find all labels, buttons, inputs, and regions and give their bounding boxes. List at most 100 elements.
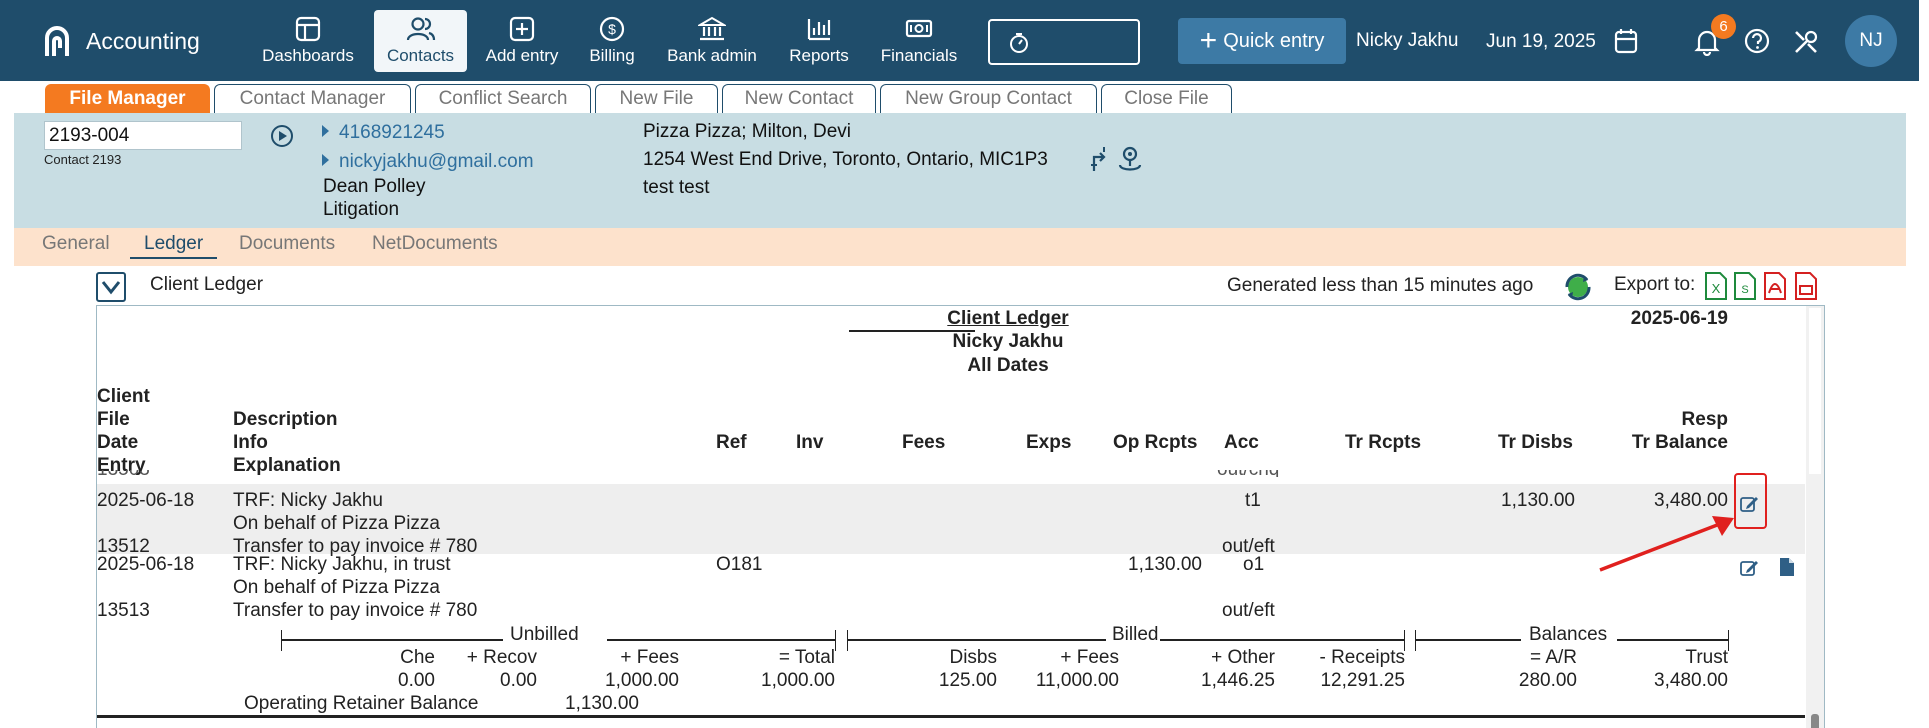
report-bottom-rule bbox=[97, 715, 1805, 718]
window-edge bbox=[1919, 0, 1929, 81]
phone-link[interactable]: 4168921245 bbox=[322, 122, 445, 144]
nav-label: Dashboards bbox=[262, 46, 354, 65]
col-fees: Fees bbox=[902, 432, 946, 453]
chevron-down-icon bbox=[101, 281, 121, 295]
col-inv: Inv bbox=[796, 432, 824, 453]
collapse-button[interactable] bbox=[96, 272, 126, 302]
tab-new-contact[interactable]: New Contact bbox=[722, 84, 876, 113]
edit-icon[interactable] bbox=[1739, 558, 1759, 578]
app-title: Accounting bbox=[86, 27, 200, 54]
tab-contact-manager[interactable]: Contact Manager bbox=[214, 84, 411, 113]
subtab-general[interactable]: General bbox=[42, 233, 110, 254]
col-description: Description bbox=[233, 409, 338, 430]
nav-financials[interactable]: Financials bbox=[876, 10, 962, 72]
nav-bank-admin[interactable]: Bank admin bbox=[664, 10, 760, 72]
email-link[interactable]: nickyjakhu@gmail.com bbox=[322, 151, 534, 173]
scrollbar-thumb[interactable] bbox=[1811, 714, 1819, 728]
timer-box[interactable] bbox=[988, 19, 1140, 65]
nav-contacts[interactable]: Contacts bbox=[374, 10, 467, 72]
row-acc: o1 bbox=[1243, 554, 1265, 575]
refresh-icon[interactable] bbox=[1562, 271, 1594, 303]
billed-bracket-left bbox=[847, 630, 848, 651]
row-description: TRF: Nicky Jakhu bbox=[233, 490, 383, 511]
col-file: File bbox=[97, 409, 130, 430]
nav-billing[interactable]: $ Billing bbox=[584, 10, 640, 72]
financials-icon bbox=[905, 19, 933, 38]
report-range: All Dates bbox=[967, 355, 1049, 376]
help-icon[interactable] bbox=[1744, 28, 1770, 54]
play-icon[interactable] bbox=[270, 124, 294, 148]
nav-reports[interactable]: Reports bbox=[784, 10, 854, 72]
pdf-detail-export-icon[interactable] bbox=[1794, 271, 1818, 301]
unbilled-line-left bbox=[281, 639, 503, 641]
balances-line-right bbox=[1617, 639, 1728, 641]
tab-close-file[interactable]: Close File bbox=[1101, 84, 1232, 113]
user-name[interactable]: Nicky Jakhu bbox=[1356, 30, 1459, 51]
partial-row-acc: out/chq bbox=[1217, 470, 1279, 477]
lawyer-name: Dean Polley bbox=[323, 176, 426, 197]
summary-value-disbs: 125.00 bbox=[938, 670, 997, 691]
highlight-box bbox=[1734, 473, 1767, 529]
csv-export-icon[interactable]: S bbox=[1733, 271, 1757, 301]
table-row[interactable]: 2025-06-18 TRF: Nicky Jakhu On behalf of… bbox=[97, 484, 1805, 557]
svg-text:S: S bbox=[1741, 284, 1748, 296]
col-op-rcpts: Op Rcpts bbox=[1113, 432, 1198, 453]
row-op-rcpts: 1,130.00 bbox=[1128, 554, 1202, 575]
nav-label: Reports bbox=[789, 46, 849, 65]
directions-icon[interactable] bbox=[1088, 145, 1114, 173]
col-tr-disbs: Tr Disbs bbox=[1498, 432, 1573, 453]
subtab-ledger[interactable]: Ledger bbox=[130, 233, 218, 259]
summary-label-fees: + Fees bbox=[620, 647, 679, 668]
tools-icon[interactable] bbox=[1792, 28, 1820, 56]
summary-label-recov: + Recov bbox=[466, 647, 537, 668]
excel-export-icon[interactable]: X bbox=[1704, 271, 1728, 301]
row-date: 2025-06-18 bbox=[97, 554, 195, 575]
summary-label-disbs: Disbs bbox=[949, 647, 997, 668]
document-icon[interactable] bbox=[1779, 557, 1795, 577]
calendar-icon[interactable] bbox=[1614, 28, 1638, 54]
nav-label: Billing bbox=[589, 46, 635, 65]
balances-label: Balances bbox=[1529, 624, 1608, 645]
pdf-export-icon[interactable] bbox=[1763, 271, 1787, 301]
row-acc: t1 bbox=[1245, 490, 1261, 511]
tab-new-file[interactable]: New File bbox=[595, 84, 718, 113]
nav-dashboards[interactable]: Dashboards bbox=[258, 10, 358, 72]
col-info: Info bbox=[233, 432, 268, 453]
summary-value-ar: 280.00 bbox=[1518, 670, 1577, 691]
report-date: 2025-06-19 bbox=[1630, 308, 1728, 329]
app-brand[interactable]: Accounting bbox=[42, 24, 200, 58]
tab-new-group-contact[interactable]: New Group Contact bbox=[880, 84, 1097, 113]
report-client: Nicky Jakhu bbox=[952, 331, 1064, 352]
plus-icon: + bbox=[1199, 24, 1218, 57]
bank-icon bbox=[698, 16, 726, 41]
row-acc-method: out/eft bbox=[1222, 600, 1275, 621]
unbilled-label: Unbilled bbox=[510, 624, 579, 645]
subtab-documents[interactable]: Documents bbox=[239, 233, 336, 254]
col-date: Date bbox=[97, 432, 139, 453]
scrollbar[interactable] bbox=[1806, 306, 1824, 728]
nav-add-entry[interactable]: Add entry bbox=[478, 10, 566, 72]
subtab-netdocuments[interactable]: NetDocuments bbox=[372, 233, 498, 254]
tab-conflict-search[interactable]: Conflict Search bbox=[415, 84, 591, 113]
avatar[interactable]: NJ bbox=[1845, 15, 1897, 67]
col-resp: Resp bbox=[1681, 409, 1728, 430]
bell-icon[interactable] bbox=[1694, 28, 1720, 56]
current-date[interactable]: Jun 19, 2025 bbox=[1486, 31, 1596, 52]
map-pin-icon[interactable] bbox=[1116, 145, 1144, 173]
file-sub-tabs: General Ledger Documents NetDocuments bbox=[14, 228, 1906, 266]
retainer-value: 1,130.00 bbox=[565, 693, 639, 714]
col-acc: Acc bbox=[1224, 432, 1259, 453]
tab-file-manager[interactable]: File Manager bbox=[45, 84, 210, 113]
balances-line-left bbox=[1415, 639, 1521, 641]
edit-icon[interactable] bbox=[1739, 494, 1759, 514]
balances-bracket-right bbox=[1728, 630, 1729, 651]
svg-text:$: $ bbox=[608, 21, 616, 37]
row-entry: 13513 bbox=[97, 600, 150, 621]
unbilled-bracket-left bbox=[281, 630, 282, 651]
report-title: Client Ledger bbox=[947, 308, 1069, 329]
billed-bracket-right bbox=[1404, 630, 1405, 651]
file-number-input[interactable] bbox=[44, 121, 242, 150]
client-note: test test bbox=[643, 177, 710, 198]
quick-entry-button[interactable]: + Quick entry bbox=[1178, 18, 1346, 64]
balances-bracket-left bbox=[1415, 630, 1416, 651]
